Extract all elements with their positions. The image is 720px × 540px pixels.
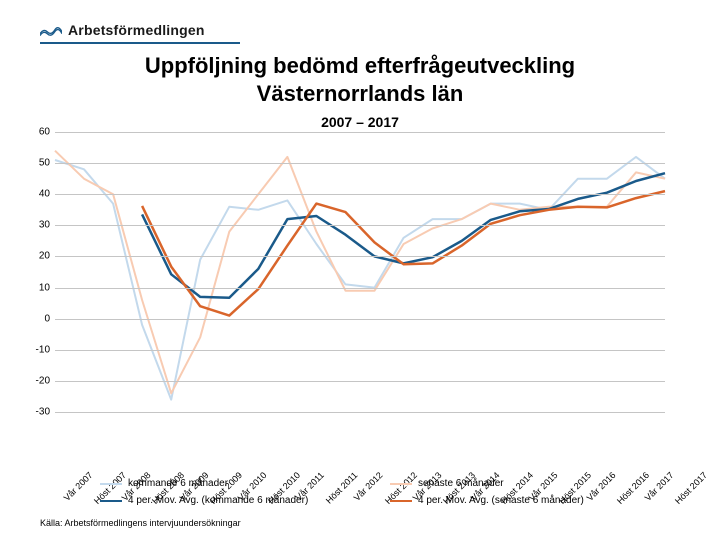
legend-label: 4 per. Mov. Avg. (kommande 6 månader) <box>128 495 308 506</box>
source-text: Källa: Arbetsförmedlingens intervjuunder… <box>40 518 241 528</box>
legend-row-2: 4 per. Mov. Avg. (kommande 6 månader) 4 … <box>100 495 680 506</box>
brand-text: Arbetsförmedlingen <box>68 22 205 38</box>
legend-item: kommande 6 månader <box>100 478 350 489</box>
chart-title: Uppföljning bedömd efterfrågeutveckling … <box>0 52 720 107</box>
title-line-1: Uppföljning bedömd efterfrågeutveckling <box>145 53 575 78</box>
y-tick-label: 40 <box>39 189 50 200</box>
wave-icon <box>40 24 62 38</box>
title-line-2: Västernorrlands län <box>257 81 464 106</box>
legend-label: senaste 6 månader <box>418 478 504 489</box>
y-tick-label: -20 <box>36 375 50 386</box>
chart-svg <box>55 132 665 412</box>
chart-area: 6050403020100-10-20-30Vår 2007Höst 2007V… <box>55 132 665 412</box>
legend-row-1: kommande 6 månader senaste 6 månader <box>100 478 680 489</box>
legend-item: 4 per. Mov. Avg. (senaste 6 månader) <box>390 495 640 506</box>
legend-swatch <box>100 483 122 485</box>
y-tick-label: 0 <box>44 313 50 324</box>
chart-subtitle: 2007 – 2017 <box>0 114 720 130</box>
y-tick-label: -30 <box>36 407 50 418</box>
legend: kommande 6 månader senaste 6 månader 4 p… <box>100 478 680 512</box>
x-tick-label: Vår 2007 <box>62 470 95 503</box>
series-line <box>142 173 665 298</box>
legend-swatch <box>390 483 412 485</box>
legend-label: kommande 6 månader <box>128 478 228 489</box>
y-tick-label: 60 <box>39 127 50 138</box>
y-tick-label: 20 <box>39 251 50 262</box>
brand-logo: Arbetsförmedlingen <box>40 22 240 44</box>
legend-item: senaste 6 månader <box>390 478 640 489</box>
legend-label: 4 per. Mov. Avg. (senaste 6 månader) <box>418 495 584 506</box>
y-tick-label: -10 <box>36 344 50 355</box>
y-tick-label: 10 <box>39 282 50 293</box>
y-tick-label: 30 <box>39 220 50 231</box>
series-line <box>55 151 665 394</box>
legend-item: 4 per. Mov. Avg. (kommande 6 månader) <box>100 495 350 506</box>
legend-swatch <box>100 500 122 502</box>
y-tick-label: 50 <box>39 158 50 169</box>
legend-swatch <box>390 500 412 502</box>
